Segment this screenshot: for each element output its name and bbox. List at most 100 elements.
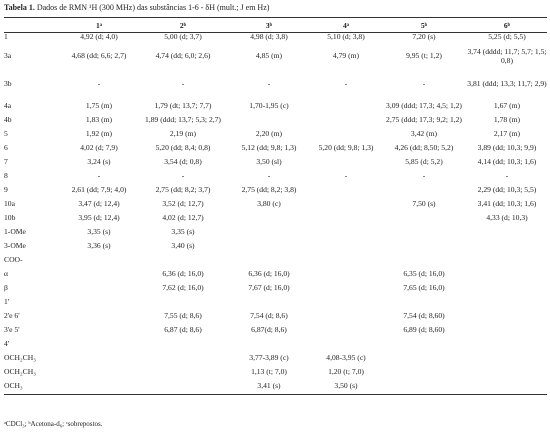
table-cell — [381, 379, 467, 393]
table-cell: 3,77-3,89 (c) — [249, 352, 289, 362]
table-cell — [467, 323, 547, 337]
bottom-rule — [4, 394, 547, 395]
table-row: 10b 3,95 (d; 12,4) 4,02 (d; 12,7) 4,33 (d; … — [4, 211, 547, 225]
table-cell — [467, 239, 547, 253]
table-cell: 6,87(d; 8,6) — [251, 324, 287, 334]
table-cell: 3,95 (d; 12,4) — [78, 212, 120, 222]
table-cell — [311, 281, 381, 295]
table-cell: 5,20 (dd; 9,8; 1,3) — [318, 142, 374, 152]
table-cell: 2,75 (ddd; 17,3; 9,2; 1,2) — [386, 114, 462, 124]
row-label: 3-OMe — [4, 240, 26, 250]
row-label: 6 — [4, 142, 8, 152]
table-cell — [467, 253, 547, 267]
table-cell — [311, 253, 381, 267]
table-cell — [467, 351, 547, 365]
row-label: 4' — [4, 338, 10, 348]
table-cell — [381, 253, 467, 267]
header-rule — [4, 32, 547, 33]
table-cell — [139, 253, 227, 267]
header-cell-compound: 2ᵇ — [179, 20, 187, 30]
table-cell — [311, 113, 381, 127]
table-cell: 1,89 (ddd; 13,7; 5,3; 2,7) — [145, 114, 221, 124]
table-row: 4' — [4, 337, 547, 351]
table-cell: - — [422, 170, 426, 180]
table-cell: 2,20 (m) — [255, 128, 283, 138]
table-cell: 3,41 (s) — [257, 380, 281, 390]
table-row: COO- — [4, 253, 547, 267]
table-cell: 5,12 (dd; 9,8; 1,3) — [241, 142, 297, 152]
table-cell: - — [97, 79, 101, 89]
table-cell: 1,92 (m) — [85, 128, 113, 138]
table-cell: 3,35 (s) — [171, 226, 195, 236]
table-row: 6 4,02 (d; 7,9) 5,20 (dd; 8,4; 0,8) 5,12 (d… — [4, 141, 547, 155]
table-cell: 6,89 (d; 8,60) — [403, 324, 445, 334]
table-cell: 4,02 (d; 7,9) — [80, 142, 118, 152]
table-cell: 4,33 (d; 10,3) — [486, 212, 528, 222]
table-cell — [311, 211, 381, 225]
table-cell: 3,50 (s) — [334, 380, 358, 390]
table-cell — [59, 253, 139, 267]
table-cell: - — [181, 79, 185, 89]
table-cell: 4,98 (d; 3,8) — [250, 31, 288, 41]
table-cell — [311, 239, 381, 253]
table-row: 3a 4,68 (dd; 6,6; 2,7) 4,74 (dd; 6,0; 2,6)… — [4, 43, 547, 70]
table-cell: 2,29 (dd; 10,3; 5,5) — [477, 184, 537, 194]
row-label: α — [4, 268, 8, 278]
header-cell-label — [4, 19, 59, 31]
table-row: OCH₃ 3,41 (s) 3,50 (s) — [4, 379, 547, 393]
table-cell: 2,75 (dd; 8,2; 3,7) — [155, 184, 211, 194]
table-footnote: ᵃCDCl₃; ᵇAcetona-d₆; ᶜsobrepostos. — [4, 420, 103, 428]
table-cell — [59, 281, 139, 295]
table-cell — [59, 323, 139, 337]
row-label: β — [4, 282, 8, 292]
table-cell: 3,42 (m) — [410, 128, 438, 138]
nmr-data-table: 1ᵃ 2ᵇ 3ᵇ 4ᵃ 5ᵇ 6ᵇ 1 4,92 (d; 4,0) 5,00 (d; 3,7)… — [4, 19, 547, 393]
table-cell: 6,36 (d; 16,0) — [248, 268, 290, 278]
table-cell — [467, 379, 547, 393]
row-label: 10a — [4, 198, 15, 208]
table-cell: 5,20 (dd; 8,4; 0,8) — [155, 142, 211, 152]
table-row: 1-OMe 3,35 (s) 3,35 (s) — [4, 225, 547, 239]
table-cell: 7,54 (d; 8,6) — [250, 310, 288, 320]
table-cell — [311, 197, 381, 211]
row-label: 7 — [4, 156, 8, 166]
table-cell: 5,25 (d; 5,5) — [488, 31, 526, 41]
table-row: 8 - - - - - - — [4, 169, 547, 183]
table-cell: - — [344, 170, 348, 180]
table-cell: 7,67 (d; 16,0) — [248, 282, 290, 292]
table-cell: 4,92 (d; 4,0) — [80, 31, 118, 41]
row-label: 4b — [4, 114, 12, 124]
table-cell — [227, 225, 311, 239]
table-cell — [139, 379, 227, 393]
table-cell — [311, 309, 381, 323]
table-cell — [381, 239, 467, 253]
table-cell: 4,68 (dd; 6,6; 2,7) — [71, 51, 127, 61]
table-row: 1 4,92 (d; 4,0) 5,00 (d; 3,7) 4,98 (d; 3,8)… — [4, 31, 547, 43]
row-label: OCH₂CH₃ — [4, 352, 36, 362]
table-cell: 1,13 (t; 7,0) — [251, 366, 287, 376]
table-cell: 1,70-1,95 (c) — [249, 100, 289, 110]
row-label: 3a — [4, 51, 12, 61]
table-cell: 7,55 (d; 8,6) — [164, 310, 202, 320]
row-label: 1 — [4, 31, 8, 41]
table-row: OCH₂CH₃ 3,77-3,89 (c) 4,08-3,95 (c) — [4, 351, 547, 365]
table-title-text: Dados de RMN ¹H (300 MHz) das substância… — [36, 3, 270, 12]
table-cell: 1,79 (dt; 13,7; 7,7) — [154, 100, 212, 110]
table-cell — [467, 295, 547, 309]
table-cell: 4,08-3,95 (c) — [326, 352, 366, 362]
table-cell: 7,50 (s) — [412, 198, 436, 208]
table-cell: - — [267, 79, 271, 89]
table-cell: 1,67 (m) — [493, 100, 521, 110]
table-cell: 3,54 (d; 0,8) — [164, 156, 202, 166]
table-caption: Tabela 1. Dados de RMN ¹H (300 MHz) das … — [4, 3, 269, 12]
table-row: 7 3,24 (s) 3,54 (d; 0,8) 3,50 (sl) 5,85 (d; … — [4, 155, 547, 169]
row-label: 2'e 6' — [4, 310, 20, 320]
table-row: 3-OMe 3,36 (s) 3,40 (s) — [4, 239, 547, 253]
table-cell: 4,02 (d; 12,7) — [162, 212, 204, 222]
header-cell-compound: 1ᵃ — [95, 20, 102, 30]
table-cell — [311, 225, 381, 239]
table-cell — [381, 183, 467, 197]
header-cell-compound: 6ᵇ — [503, 20, 511, 30]
table-cell — [139, 295, 227, 309]
